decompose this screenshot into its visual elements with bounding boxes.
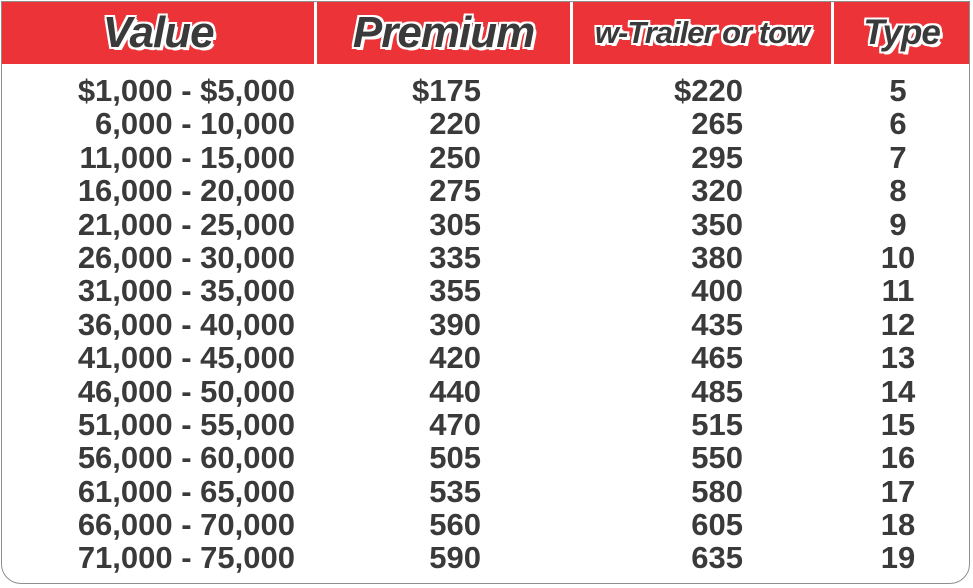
cell-type: 18 xyxy=(880,507,916,543)
cell-value: 61,000 - 65,000 xyxy=(77,473,295,509)
cell-premium: 355 xyxy=(429,273,481,309)
cell-premium: 590 xyxy=(429,540,481,576)
table-row: 21,000 - 25,000 305 350 9 xyxy=(2,206,969,242)
table-row: 41,000 - 45,000 420 465 13 xyxy=(2,340,969,376)
table-row: $1,000 - $5,000 $175 $220 5 xyxy=(2,73,969,108)
header-cell-value: Value xyxy=(2,2,318,64)
cell-value: 66,000 - 70,000 xyxy=(77,507,295,543)
cell-trailer: 435 xyxy=(691,306,743,342)
cell-type: 9 xyxy=(889,206,907,242)
cell-type: 17 xyxy=(880,473,916,509)
cell-type: 5 xyxy=(889,73,907,108)
header-type-label: Type xyxy=(863,13,940,52)
table-row: 6,000 - 10,000 220 265 6 xyxy=(2,106,969,142)
header-trailer-label: w-Trailer or tow xyxy=(594,15,810,50)
cell-value: 26,000 - 30,000 xyxy=(77,239,295,275)
cell-type: 6 xyxy=(889,106,907,142)
cell-trailer: 380 xyxy=(691,239,743,275)
table-row: 56,000 - 60,000 505 550 16 xyxy=(2,440,969,476)
table-row: 61,000 - 65,000 535 580 17 xyxy=(2,473,969,509)
table-row: 51,000 - 55,000 470 515 15 xyxy=(2,406,969,442)
table-body: $1,000 - $5,000 $175 $220 5 6,000 - 10,0… xyxy=(2,74,969,575)
header-cell-trailer: w-Trailer or tow xyxy=(573,2,835,64)
cell-type: 10 xyxy=(880,239,916,275)
cell-value: 71,000 - 75,000 xyxy=(77,540,295,576)
header-value-label: Value xyxy=(102,8,215,57)
cell-trailer: $220 xyxy=(674,73,743,108)
cell-value: 56,000 - 60,000 xyxy=(77,440,295,476)
cell-premium: 535 xyxy=(429,473,481,509)
cell-value: 41,000 - 45,000 xyxy=(77,340,295,376)
cell-type: 14 xyxy=(880,373,916,409)
cell-value: 21,000 - 25,000 xyxy=(77,206,295,242)
cell-type: 19 xyxy=(880,540,916,576)
cell-value: 31,000 - 35,000 xyxy=(77,273,295,309)
cell-premium: 470 xyxy=(429,406,481,442)
cell-premium: 250 xyxy=(429,139,481,175)
table-row: 36,000 - 40,000 390 435 12 xyxy=(2,306,969,342)
cell-premium: 220 xyxy=(429,106,481,142)
cell-trailer: 350 xyxy=(691,206,743,242)
table-row: 46,000 - 50,000 440 485 14 xyxy=(2,373,969,409)
header-cell-type: Type xyxy=(834,2,969,64)
header-cell-premium: Premium xyxy=(317,2,573,64)
table-row: 11,000 - 15,000 250 295 7 xyxy=(2,139,969,175)
table-row: 66,000 - 70,000 560 605 18 xyxy=(2,507,969,543)
cell-type: 11 xyxy=(881,273,915,309)
cell-value: 6,000 - 10,000 xyxy=(95,106,295,142)
cell-type: 12 xyxy=(880,306,916,342)
table-header: Value Premium w-Trailer or tow Type xyxy=(2,2,969,64)
cell-value: $1,000 - $5,000 xyxy=(77,73,295,108)
header-premium-label: Premium xyxy=(352,8,535,57)
cell-trailer: 515 xyxy=(691,406,743,442)
cell-value: 46,000 - 50,000 xyxy=(77,373,295,409)
cell-trailer: 265 xyxy=(691,106,743,142)
table-row: 71,000 - 75,000 590 635 19 xyxy=(2,540,969,576)
cell-value: 11,000 - 15,000 xyxy=(79,139,295,175)
table-row: 31,000 - 35,000 355 400 11 xyxy=(2,273,969,309)
cell-premium: 440 xyxy=(429,373,481,409)
cell-type: 16 xyxy=(880,440,916,476)
cell-trailer: 605 xyxy=(691,507,743,543)
cell-premium: $175 xyxy=(412,73,481,108)
cell-value: 36,000 - 40,000 xyxy=(77,306,295,342)
cell-type: 8 xyxy=(889,173,907,209)
cell-value: 51,000 - 55,000 xyxy=(77,406,295,442)
cell-premium: 305 xyxy=(429,206,481,242)
cell-premium: 505 xyxy=(429,440,481,476)
cell-type: 13 xyxy=(880,340,916,376)
cell-value: 16,000 - 20,000 xyxy=(77,173,295,209)
cell-trailer: 635 xyxy=(691,540,743,576)
cell-premium: 560 xyxy=(429,507,481,543)
cell-trailer: 465 xyxy=(691,340,743,376)
table-row: 26,000 - 30,000 335 380 10 xyxy=(2,239,969,275)
cell-trailer: 320 xyxy=(691,173,743,209)
cell-premium: 390 xyxy=(429,306,481,342)
cell-premium: 420 xyxy=(429,340,481,376)
table-row: 16,000 - 20,000 275 320 8 xyxy=(2,173,969,209)
cell-trailer: 580 xyxy=(691,473,743,509)
cell-premium: 335 xyxy=(429,239,481,275)
cell-trailer: 485 xyxy=(691,373,743,409)
cell-premium: 275 xyxy=(429,173,481,209)
cell-type: 15 xyxy=(880,406,916,442)
cell-type: 7 xyxy=(889,139,907,175)
cell-trailer: 400 xyxy=(691,273,743,309)
cell-trailer: 295 xyxy=(691,139,743,175)
cell-trailer: 550 xyxy=(691,440,743,476)
